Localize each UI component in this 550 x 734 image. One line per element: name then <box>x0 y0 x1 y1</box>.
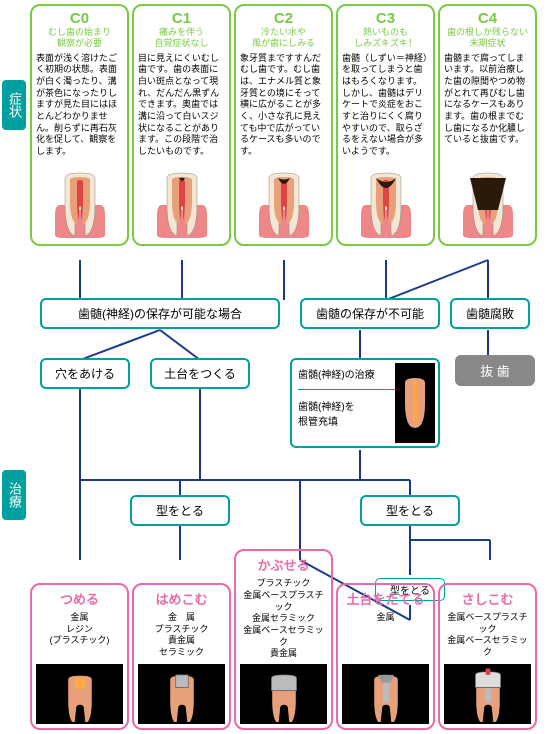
stage-id: C4 <box>444 10 531 27</box>
treat-icon <box>444 664 531 724</box>
tooth-icon <box>36 168 123 240</box>
treat-title: 土台をたてる <box>342 589 429 608</box>
stage-id: C1 <box>138 10 225 27</box>
stage-sub: むし歯の始まり 観察が必要 <box>36 27 123 49</box>
flow-drill: 穴をあける <box>40 358 130 389</box>
treatment-4: さしこむ 金属ベースプラスチック 金属ベースセラミック <box>438 583 537 730</box>
flow-pulp-rot: 歯髄腐敗 <box>450 298 530 329</box>
stage-desc: 歯髄まで腐ってしまいます。以前治療した歯の隙間やつめ物がとれて再びむし歯になるケ… <box>444 53 531 168</box>
flow-pulp-nosave: 歯髄の保存が不可能 <box>300 298 440 329</box>
stage-C4: C4 歯の根しか残らない 末期症状 歯髄まで腐ってしまいます。以前治療した歯の隙… <box>438 4 537 246</box>
stage-sub: 痛みを伴う 自覚症状なし <box>138 27 225 49</box>
treat-materials: 金属 レジン (プラスチック) <box>36 612 123 660</box>
treat-icon <box>36 664 123 724</box>
tooth-icon <box>342 168 429 240</box>
stage-C1: C1 痛みを伴う 自覚症状なし 目に見えにくいむし歯です。歯の表面に白い斑点とな… <box>132 4 231 246</box>
stage-desc: 目に見えにくいむし歯です。歯の表面に白い斑点となって現れ、だんだん黒ずんできます… <box>138 53 225 168</box>
stage-row: C0 むし歯の始まり 観察が必要 表面が浅く溶けたごく初期の状態。表面が白く濁っ… <box>30 4 537 246</box>
treat-icon <box>138 664 225 724</box>
stage-desc: 表面が浅く溶けたごく初期の状態。表面が白く濁ったり、溝が茶色になったりしますが見… <box>36 53 123 168</box>
stage-desc: 象牙質まですすんだむし歯です。むし歯は、エナメル質と象牙質との境にそって横に広が… <box>240 53 327 168</box>
stage-C2: C2 冷たい水や 風が歯にしみる 象牙質まですすんだむし歯です。むし歯は、エナメ… <box>234 4 333 246</box>
side-label-treatment: 治療 <box>2 470 26 520</box>
stage-sub: 冷たい水や 風が歯にしみる <box>240 27 327 49</box>
flow-pulp-save: 歯髄(神経)の保存が可能な場合 <box>40 298 280 329</box>
treatment-1: はめこむ 金 属 プラスチック 貴金属 セラミック <box>132 583 231 730</box>
stage-id: C3 <box>342 10 429 27</box>
treatment-2: かぶせる プラスチック 金属ベースプラスチック 金属セラミック 金属ベースセラミ… <box>234 549 333 730</box>
treat-title: かぶせる <box>240 555 327 574</box>
treat-icon <box>342 664 429 724</box>
flow-extract: 抜 歯 <box>455 355 535 386</box>
stage-C0: C0 むし歯の始まり 観察が必要 表面が浅く溶けたごく初期の状態。表面が白く濁っ… <box>30 4 129 246</box>
treatment-0: つめる 金属 レジン (プラスチック) <box>30 583 129 730</box>
side-label-symptom: 症状 <box>2 80 26 130</box>
flow-base: 土台をつくる <box>150 358 250 389</box>
tooth-icon <box>444 168 531 240</box>
stage-sub: 歯の根しか残らない 末期症状 <box>444 27 531 49</box>
stage-sub: 熱いものも しみズキズキ！ <box>342 27 429 49</box>
treat-title: はめこむ <box>138 589 225 608</box>
treat-title: さしこむ <box>444 589 531 608</box>
treatment-3: 土台をたてる 金属 <box>336 583 435 730</box>
treat-icon <box>240 664 327 724</box>
stage-desc: 歯髄（しずい＝神経）を取ってしまうと歯はもろくなります。しかし、歯髄はデリケート… <box>342 53 429 168</box>
nerve-treat-img <box>395 363 435 443</box>
stage-C3: C3 熱いものも しみズキズキ！ 歯髄（しずい＝神経）を取ってしまうと歯はもろく… <box>336 4 435 246</box>
treat-title: つめる <box>36 589 123 608</box>
stage-id: C2 <box>240 10 327 27</box>
stage-id: C0 <box>36 10 123 27</box>
treat-materials: 金 属 プラスチック 貴金属 セラミック <box>138 612 225 660</box>
flow-mold2: 型をとる <box>360 495 460 526</box>
treat-materials: 金属ベースプラスチック 金属ベースセラミック <box>444 612 531 660</box>
treat-materials: 金属 <box>342 612 429 660</box>
tooth-icon <box>138 168 225 240</box>
treat-materials: プラスチック 金属ベースプラスチック 金属セラミック 金属ベースセラミック 貴金… <box>240 578 327 660</box>
flow-mold1: 型をとる <box>130 495 230 526</box>
tooth-icon <box>240 168 327 240</box>
